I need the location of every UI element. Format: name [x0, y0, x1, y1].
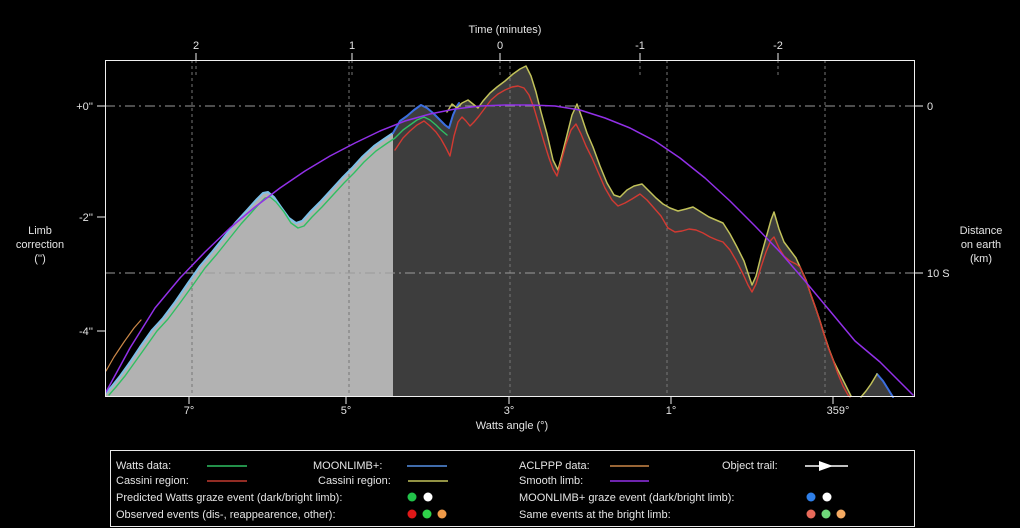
left-tick-label: +0'' [76, 101, 93, 113]
plot-border [105, 60, 915, 397]
left-axis-title-line2: correction [15, 239, 65, 251]
right-tick-label: 10 S [927, 268, 950, 280]
legend-observed-reappearance-dot [422, 509, 432, 519]
fill-dark-region [393, 66, 851, 397]
legend-label-predicted-watts: Predicted Watts graze event (dark/bright… [116, 492, 343, 504]
bottom-axis-title: Watts angle (°) [475, 420, 549, 432]
legend-label-same-events: Same events at the bright limb: [519, 509, 671, 521]
legend-label-object-trail: Object trail: [722, 460, 778, 472]
legend-bright-disappearance-dot [806, 509, 816, 519]
series-watts-data [108, 116, 448, 396]
legend-predicted-bright-limb-dot [423, 492, 433, 502]
legend-label-smooth-limb: Smooth limb: [519, 475, 584, 487]
legend-box [110, 450, 915, 527]
top-tick-label: 0 [497, 40, 503, 52]
series-cassini-region-yellow [446, 65, 852, 397]
right-axis-title-line3: (km) [970, 253, 992, 265]
bottom-tick-label: 359° [827, 405, 850, 417]
legend-label-cassini-red: Cassini region: [116, 475, 189, 487]
left-axis-title: Limb correction ('') [8, 224, 72, 266]
legend-moonlimb-bright-limb-dot [822, 492, 832, 502]
series-moonlimb-plus [876, 373, 894, 398]
right-tick-label: 0 [927, 101, 933, 113]
top-tick-label: 2 [193, 40, 199, 52]
bottom-tick-label: 7° [184, 405, 195, 417]
series-cassini-region-red [394, 85, 851, 398]
bottom-tick-label: 5° [341, 405, 352, 417]
left-axis-title-line3: ('') [34, 253, 46, 265]
legend-label-aclppp: ACLPPP data: [519, 460, 590, 472]
legend-bright-reappearance-dot [821, 509, 831, 519]
legend-observed-disappearance-dot [407, 509, 417, 519]
right-axis-title-line2: on earth [960, 239, 1002, 251]
top-tick-label: 1 [349, 40, 355, 52]
legend-object-trail-arrow-head [819, 461, 833, 471]
series-aclppp-data [105, 319, 142, 372]
series-smooth-limb [105, 104, 914, 396]
series-cassini-region-yellow [860, 373, 878, 398]
legend-label-moonlimb: MOONLIMB+: [313, 460, 383, 472]
legend-label-moonlimb-graze: MOONLIMB+ graze event (dark/bright limb)… [519, 492, 735, 504]
legend-predicted-dark-limb-dot [407, 492, 417, 502]
bottom-tick-label: 1° [666, 405, 677, 417]
legend-bright-other-dot [836, 509, 846, 519]
fill-dark-bump [861, 374, 893, 397]
left-tick-label: -2'' [79, 212, 93, 224]
bottom-tick-label: 3° [504, 405, 515, 417]
series-moonlimb-light-edge [105, 132, 394, 394]
right-axis-title: Distance on earth (km) [948, 224, 1014, 266]
legend-label-observed-events: Observed events (dis-, reappearence, oth… [116, 509, 336, 521]
left-tick-label: -4'' [79, 326, 93, 338]
left-axis-title-line1: Limb [28, 225, 52, 237]
top-tick-label: -2 [773, 40, 783, 52]
legend-observed-other-dot [437, 509, 447, 519]
legend-moonlimb-dark-limb-dot [806, 492, 816, 502]
right-axis-title-line1: Distance [959, 225, 1003, 237]
top-tick-label: -1 [635, 40, 645, 52]
top-axis-title: Time (minutes) [468, 24, 542, 36]
fill-lit-region [106, 133, 393, 397]
legend-label-watts-data: Watts data: [116, 460, 172, 472]
legend-label-cassini-yellow: Cassini region: [318, 475, 391, 487]
